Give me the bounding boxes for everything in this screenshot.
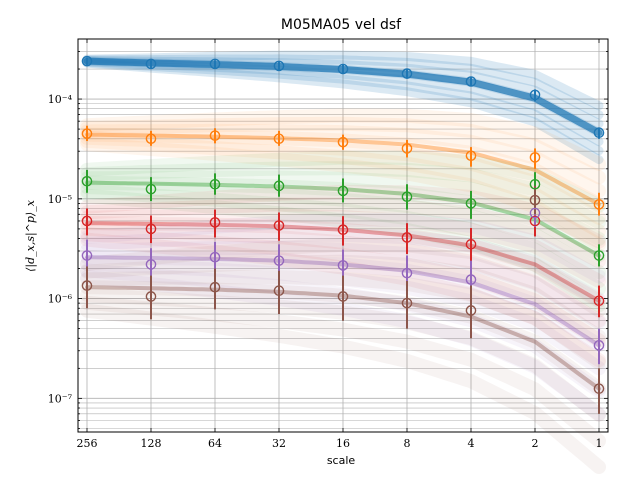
fit-band [80, 303, 606, 474]
fit-band [82, 58, 604, 156]
fit-band [80, 108, 606, 171]
y-tick-label: 10⁻⁴ [48, 93, 73, 106]
fit-band [80, 150, 606, 213]
data-point [273, 133, 285, 145]
data-point [145, 223, 157, 235]
data-point [529, 194, 541, 206]
data-point [145, 183, 157, 195]
data-point [145, 291, 157, 302]
chart-title: M05MA05 vel dsf [281, 17, 402, 33]
y-tick-label: 10⁻⁶ [48, 293, 73, 306]
data-point [337, 63, 349, 75]
data-point [529, 178, 541, 190]
data-point [273, 255, 285, 266]
fit-band [80, 116, 606, 185]
data-point [337, 291, 349, 302]
data-point [209, 130, 221, 141]
x-axis-label: scale [327, 454, 356, 467]
data-point [401, 297, 413, 309]
data-points [81, 55, 605, 394]
fit-band [80, 134, 606, 239]
fit-band [80, 123, 606, 198]
data-point [529, 89, 541, 101]
error-bars [86, 57, 600, 414]
data-point [465, 239, 477, 250]
data-point [529, 152, 541, 163]
y-tick-label: 10⁻⁵ [48, 193, 72, 206]
data-point [401, 191, 413, 203]
data-point [209, 281, 221, 293]
fit-band [80, 197, 606, 269]
data-point [273, 60, 285, 72]
data-point [273, 220, 285, 231]
data-point [145, 259, 157, 270]
data-point [465, 76, 477, 87]
data-point [209, 178, 221, 190]
data-point [593, 383, 605, 394]
axis-ticks: 256 128 64 32 16 8 4 2 1 10⁻⁷ 10⁻⁶ 10⁻⁵ 10⁻⁴ [48, 38, 608, 450]
data-point [81, 128, 93, 139]
data-point [593, 199, 605, 210]
data-point [337, 136, 349, 148]
x-tick-label: 256 [77, 437, 98, 450]
x-tick-label: 2 [532, 437, 539, 450]
data-point [273, 285, 285, 296]
x-tick-label: 32 [272, 437, 286, 450]
data-point [81, 250, 93, 261]
data-point [593, 295, 605, 307]
data-point [145, 133, 157, 145]
data-point [593, 250, 605, 261]
data-point [465, 150, 477, 162]
x-tick-label: 64 [208, 437, 222, 450]
data-point [401, 267, 413, 279]
data-point [337, 224, 349, 236]
x-tick-label: 8 [404, 437, 411, 450]
fit-band [82, 50, 604, 111]
fit-band [80, 295, 606, 448]
data-point [401, 232, 413, 243]
data-point [529, 215, 541, 227]
y-tick-label: 10⁻⁷ [48, 392, 73, 405]
data-point [529, 207, 541, 219]
data-point [401, 143, 413, 154]
x-tick-label: 16 [336, 437, 350, 450]
data-point [81, 280, 93, 291]
data-point [81, 175, 93, 187]
data-point [337, 185, 349, 197]
data-point [593, 340, 605, 351]
data-point [145, 58, 157, 70]
fit-band [80, 184, 606, 296]
data-point [465, 274, 477, 285]
data-point [465, 305, 477, 316]
data-point [209, 217, 221, 228]
x-tick-label: 4 [468, 437, 475, 450]
data-point [81, 55, 93, 67]
data-point [401, 68, 413, 79]
data-point [593, 127, 605, 139]
data-point [81, 215, 93, 227]
data-point [209, 251, 221, 263]
fit-band [82, 58, 604, 165]
y-axis-label: ⟨|d_x,s|^p⟩_x [24, 199, 38, 272]
x-tick-label: 128 [141, 437, 162, 450]
fit-band [80, 137, 606, 252]
fit-band [82, 54, 604, 120]
data-point [465, 198, 477, 209]
data-point [209, 58, 221, 70]
x-tick-label: 1 [596, 437, 603, 450]
fit-band [80, 161, 606, 230]
data-point [273, 180, 285, 192]
data-point [337, 260, 349, 271]
